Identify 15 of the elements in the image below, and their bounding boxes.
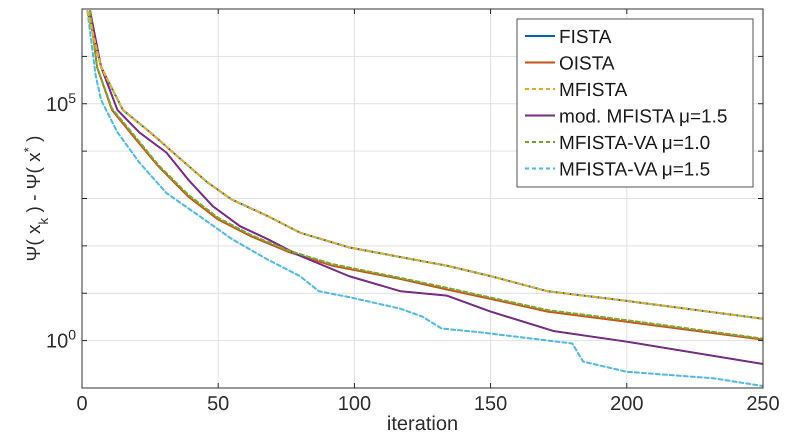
legend-label: OISTA: [559, 54, 615, 74]
x-tick-label: 200: [610, 393, 644, 415]
y-tick-label: 10$^{5}$: [46, 90, 76, 116]
legend-label: MFISTA-VA μ=1.0: [559, 133, 710, 154]
x-axis-title: iteration: [386, 413, 458, 435]
legend-label: mod. MFISTA μ=1.5: [559, 106, 728, 128]
x-tick-label: 0: [76, 393, 88, 415]
x-tick-label: 150: [474, 393, 508, 415]
legend-label: MFISTA: [559, 80, 628, 101]
legend-label: FISTA: [559, 27, 612, 48]
x-tick-label: 50: [207, 393, 230, 415]
y-tick-label: 10$^{0}$: [46, 326, 76, 353]
legend-label: MFISTA-VA μ=1.5: [559, 160, 710, 180]
x-tick-label: 250: [746, 393, 780, 415]
x-tick-label: 100: [338, 393, 372, 415]
